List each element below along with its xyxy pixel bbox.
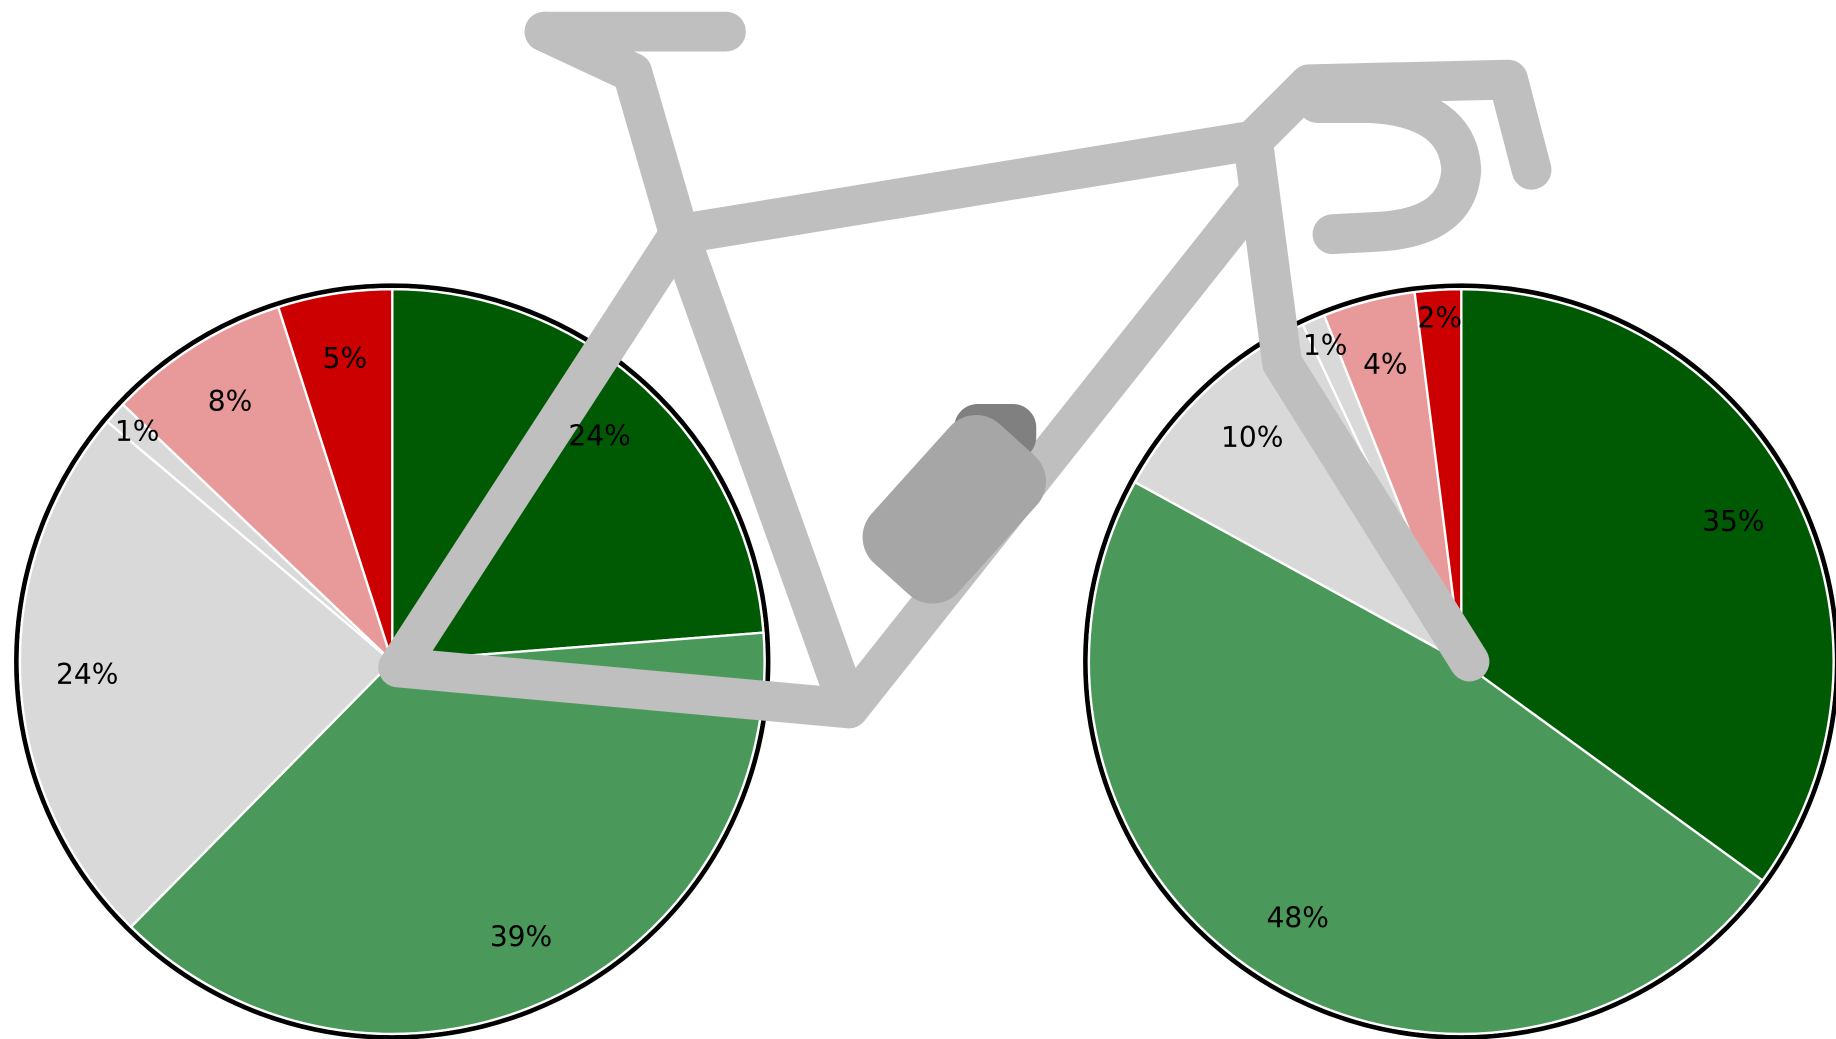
slice-label: 35%: [1702, 505, 1764, 538]
pies: [14, 283, 1836, 1039]
frame-stays: [378, 179, 1273, 729]
slice-label: 8%: [208, 385, 253, 418]
slice-label: 24%: [568, 419, 630, 452]
slice-label: 48%: [1266, 901, 1328, 934]
bottle: [862, 403, 1046, 604]
slice-label: 1%: [1303, 329, 1348, 362]
pie-slice: [1460, 288, 1835, 883]
handlebar: [1297, 83, 1482, 255]
seat-tube: [524, 11, 869, 729]
bicycle-frame: [378, 11, 1552, 729]
slice-label: 39%: [490, 920, 552, 953]
slice-label: 4%: [1363, 348, 1408, 381]
stem: [1232, 59, 1552, 190]
labels: 24% 39% 24% 1% 8% 5% 35% 48% 10% 1% 4% 2%: [56, 302, 1765, 954]
slice-label: 2%: [1417, 302, 1462, 335]
pie-slice: [276, 288, 394, 662]
bottle-body: [862, 415, 1046, 604]
pie-slice: [129, 631, 766, 1036]
top-tube: [659, 120, 1273, 255]
pie-slice: [18, 420, 394, 929]
pie-slice: [1087, 480, 1765, 1036]
slice-label: 1%: [115, 415, 160, 448]
pie-slice: [121, 305, 394, 663]
pie-slice: [1413, 288, 1463, 662]
chart-body: 24% 39% 24% 1% 8% 5% 35% 48% 10% 1% 4% 2%: [14, 11, 1836, 1039]
slice-label: 5%: [323, 342, 368, 375]
slice-label: 24%: [56, 658, 118, 691]
fork: [1232, 120, 1490, 682]
slice-label: 10%: [1221, 421, 1283, 454]
